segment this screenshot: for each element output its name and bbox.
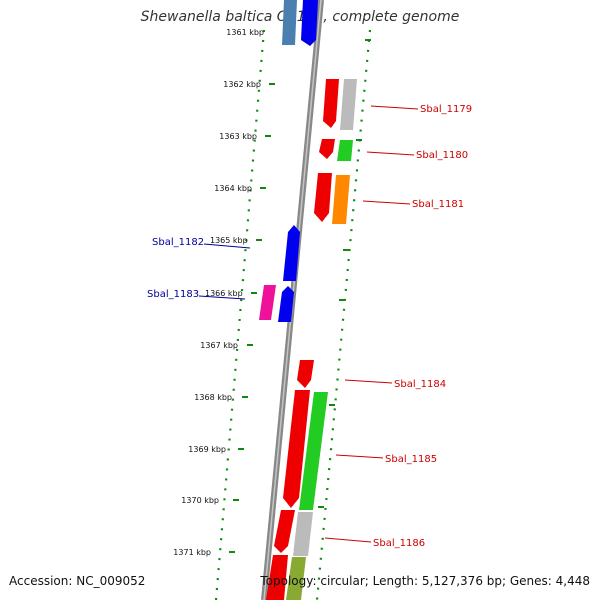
leader-line [335, 454, 384, 459]
genome-summary-text: Topology: circular; Length: 5,127,376 bp… [260, 574, 590, 588]
gene-feature[interactable] [286, 557, 306, 600]
leader-line [362, 200, 411, 205]
gene-label[interactable]: Sbal_1183 [147, 289, 199, 300]
gene-feature[interactable] [332, 175, 350, 224]
leader-line [203, 243, 251, 249]
gene-feature[interactable] [337, 140, 353, 161]
scale-ticks [229, 31, 371, 553]
gene-label[interactable]: Sbal_1184 [394, 379, 446, 390]
kbp-label: 1365 kbp [210, 236, 248, 245]
leader-line [344, 379, 393, 384]
gene-label[interactable]: Sbal_1181 [412, 199, 464, 210]
gene-feature[interactable] [293, 512, 313, 556]
gene-label[interactable]: Sbal_1179 [420, 104, 472, 115]
gene-label[interactable]: Sbal_1185 [385, 454, 437, 465]
gene-label[interactable]: Sbal_1180 [416, 150, 468, 161]
label-leaders [198, 105, 419, 543]
scale-labels: 1361 kbp 1362 kbp 1363 kbp 1364 kbp 1365… [173, 28, 264, 557]
gene-labels: Sbal_1179 Sbal_1180 Sbal_1181 Sbal_1184 … [147, 104, 472, 549]
kbp-label: 1371 kbp [173, 548, 211, 557]
gene-feature[interactable] [282, 0, 297, 45]
gene-feature[interactable] [283, 390, 310, 508]
reverse-track-guide [214, 29, 266, 600]
gene-feature[interactable] [274, 510, 295, 553]
accession-text: Accession: NC_009052 [9, 574, 146, 588]
gene-feature[interactable] [266, 555, 288, 600]
kbp-label: 1369 kbp [188, 445, 226, 454]
gene-feature[interactable] [283, 225, 300, 281]
leader-line [370, 105, 419, 110]
kbp-label: 1361 kbp [226, 28, 264, 37]
kbp-label: 1367 kbp [200, 341, 238, 350]
forward-strand-genes [266, 79, 357, 600]
gene-feature[interactable] [314, 173, 332, 222]
gene-feature[interactable] [259, 285, 276, 320]
kbp-label: 1370 kbp [181, 496, 219, 505]
reverse-strand-genes [259, 0, 318, 322]
gene-feature[interactable] [323, 79, 339, 128]
kbp-label: 1368 kbp [194, 393, 232, 402]
kbp-label: 1364 kbp [214, 184, 252, 193]
gene-label[interactable]: Sbal_1182 [152, 237, 204, 248]
map-title: Shewanella baltica OS155, complete genom… [140, 9, 460, 25]
kbp-label: 1362 kbp [223, 80, 261, 89]
gene-feature[interactable] [278, 286, 294, 322]
gene-feature[interactable] [299, 392, 328, 510]
leader-line [324, 537, 372, 543]
kbp-label: 1366 kbp [205, 289, 243, 298]
gene-feature[interactable] [301, 0, 318, 46]
leader-line [198, 295, 246, 300]
gene-feature[interactable] [340, 79, 357, 130]
gene-label[interactable]: Sbal_1186 [373, 538, 425, 549]
leader-line [366, 151, 415, 156]
kbp-label: 1363 kbp [219, 132, 257, 141]
gene-feature[interactable] [319, 139, 335, 159]
gene-feature[interactable] [297, 360, 314, 388]
